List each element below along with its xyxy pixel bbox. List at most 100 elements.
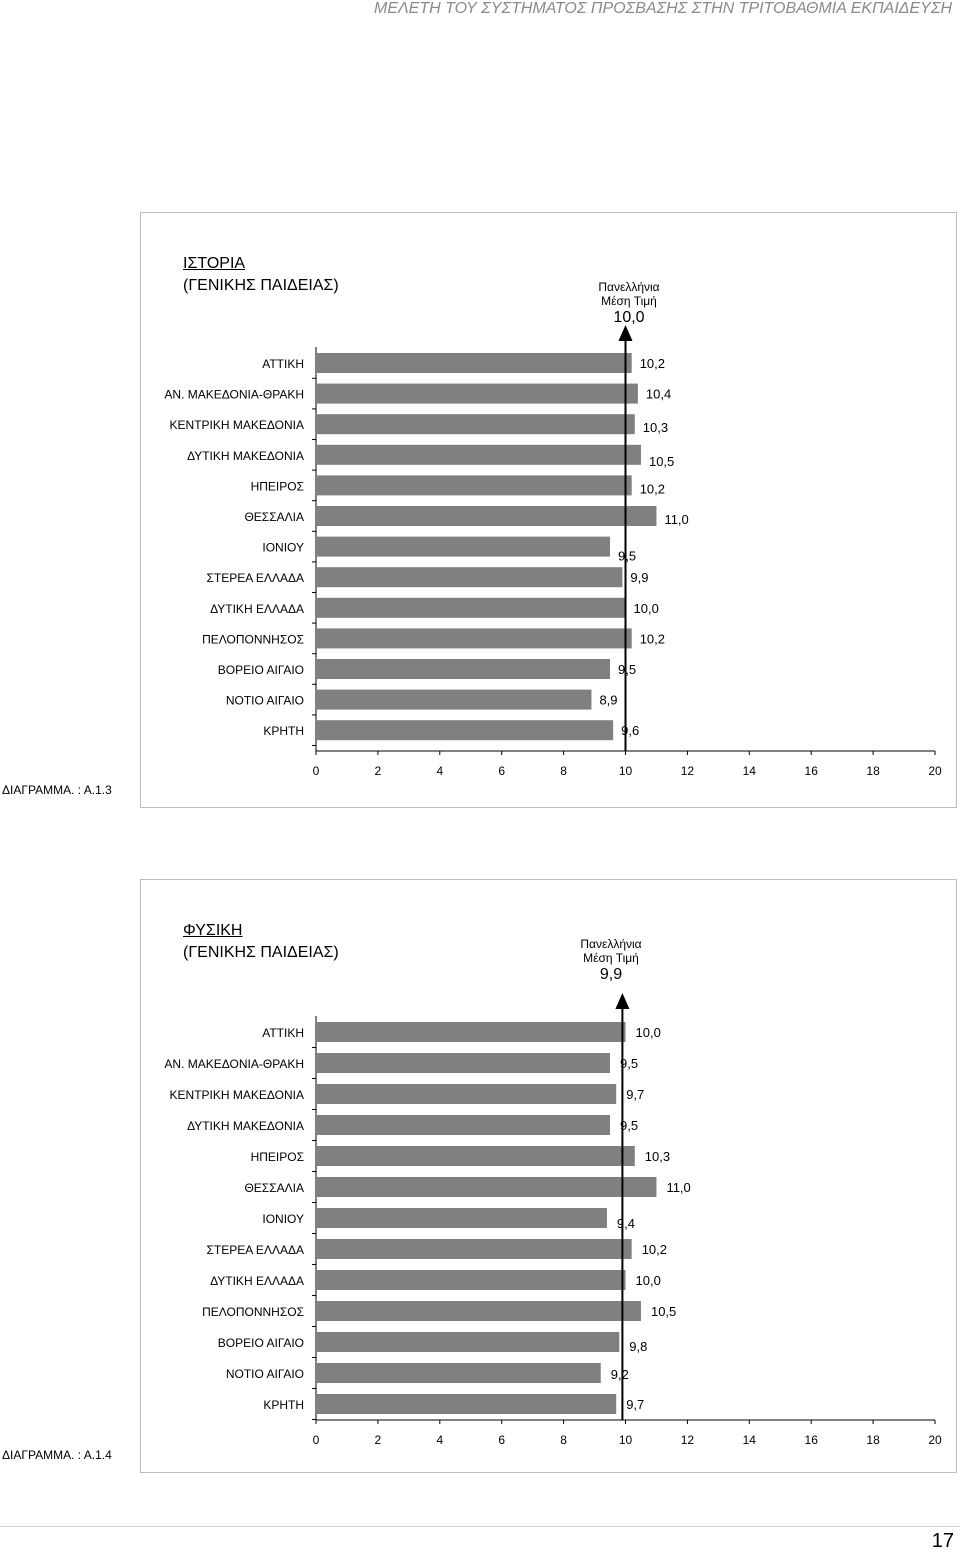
data-label: 9,5 bbox=[618, 662, 636, 677]
bar bbox=[316, 1177, 657, 1197]
average-value: 10,0 bbox=[613, 309, 645, 326]
x-tick-label: 10 bbox=[619, 1433, 633, 1447]
category-label: ΔΥΤΙΚΗ ΕΛΛΑΔΑ bbox=[210, 602, 304, 616]
bar bbox=[316, 475, 632, 496]
data-label: 10,0 bbox=[636, 1273, 661, 1288]
category-label: ΔΥΤΙΚΗ ΜΑΚΕΔΟΝΙΑ bbox=[187, 449, 304, 463]
x-tick-label: 12 bbox=[681, 764, 695, 778]
average-label-line1: Πανελλήνια bbox=[598, 280, 660, 294]
data-label: 9,5 bbox=[620, 1056, 638, 1071]
bar bbox=[316, 1270, 626, 1290]
category-label: ΙΟΝΙΟΥ bbox=[262, 1212, 304, 1226]
bar bbox=[316, 1022, 626, 1042]
diagram-caption: ΔΙΑΓΡΑΜΜΑ. : Α.1.4 bbox=[2, 1448, 112, 1462]
average-value: 9,9 bbox=[599, 966, 623, 983]
chart-subtitle: (ΓΕΝΙΚΗΣ ΠΑΙΔΕΙΑΣ) bbox=[183, 277, 339, 294]
data-label: 8,9 bbox=[599, 693, 617, 708]
data-label: 9,9 bbox=[630, 570, 648, 585]
data-label: 9,5 bbox=[618, 549, 636, 564]
category-label: ΑΤΤΙΚΗ bbox=[262, 1026, 304, 1040]
data-label: 9,7 bbox=[626, 1087, 644, 1102]
category-label: ΑΝ. ΜΑΚΕΔΟΝΙΑ-ΘΡΑΚΗ bbox=[164, 1057, 304, 1071]
bar bbox=[316, 444, 641, 465]
x-tick-label: 2 bbox=[375, 764, 382, 778]
bar bbox=[316, 1115, 611, 1135]
chart-title: ΙΣΤΟΡΙΑ bbox=[183, 255, 246, 272]
data-label: 10,3 bbox=[645, 1149, 670, 1164]
bar bbox=[316, 1053, 611, 1073]
bar bbox=[316, 1084, 617, 1104]
x-tick-label: 14 bbox=[743, 1433, 757, 1447]
diagram-caption: ΔΙΑΓΡΑΜΜΑ. : Α.1.3 bbox=[2, 783, 112, 797]
chart-title-block: ΦΥΣΙΚΗ (ΓΕΝΙΚΗΣ ΠΑΙΔΕΙΑΣ) bbox=[183, 920, 339, 964]
x-tick-label: 0 bbox=[313, 1433, 320, 1447]
x-tick-label: 16 bbox=[805, 1433, 819, 1447]
data-label: 10,0 bbox=[636, 1025, 661, 1040]
data-label: 9,5 bbox=[620, 1118, 638, 1133]
data-label: 9,4 bbox=[617, 1216, 635, 1231]
data-label: 10,2 bbox=[640, 481, 665, 496]
x-tick-label: 2 bbox=[375, 1433, 382, 1447]
category-label: ΣΤΕΡΕΑ ΕΛΛΑΔΑ bbox=[207, 571, 305, 585]
average-label-line1: Πανελλήνια bbox=[580, 937, 642, 951]
category-label: ΚΕΝΤΡΙΚΗ ΜΑΚΕΔΟΝΙΑ bbox=[170, 1088, 304, 1102]
bar bbox=[316, 628, 632, 649]
data-label: 10,3 bbox=[643, 420, 668, 435]
x-tick-label: 18 bbox=[866, 764, 880, 778]
category-label: ΠΕΛΟΠΟΝΝΗΣΟΣ bbox=[202, 632, 304, 646]
data-label: 9,8 bbox=[629, 1339, 647, 1354]
data-label: 10,2 bbox=[640, 356, 665, 371]
category-label: ΘΕΣΣΑΛΙΑ bbox=[244, 1181, 304, 1195]
category-label: ΝΟΤΙΟ ΑΙΓΑΙΟ bbox=[226, 694, 304, 708]
data-label: 9,2 bbox=[611, 1367, 629, 1382]
x-tick-label: 14 bbox=[743, 764, 757, 778]
bar bbox=[316, 1363, 601, 1383]
bar-chart-history: 0 2 4 6 8 10 12 14 16 18 20 ΑΤΤΙΚΗ 10,2 ΑΝ. ΜΑΚΕΔΟΝΙΑ… bbox=[164, 325, 942, 778]
chart-subtitle: (ΓΕΝΙΚΗΣ ΠΑΙΔΕΙΑΣ) bbox=[183, 944, 339, 961]
x-tick-label: 10 bbox=[619, 764, 633, 778]
data-label: 10,2 bbox=[642, 1242, 667, 1257]
bar-chart-physics: 0 2 4 6 8 10 12 14 16 18 20 ΑΤΤΙΚΗ 10,0 ΑΝ. ΜΑΚΕΔΟΝΙΑ… bbox=[164, 993, 942, 1447]
x-tick-label: 0 bbox=[313, 764, 320, 778]
category-label: ΘΕΣΣΑΛΙΑ bbox=[244, 510, 304, 524]
category-label: ΙΟΝΙΟΥ bbox=[262, 541, 304, 555]
bar bbox=[316, 689, 592, 710]
x-tick-label: 20 bbox=[928, 1433, 942, 1447]
category-label: ΗΠΕΙΡΟΣ bbox=[251, 479, 304, 493]
x-tick-label: 6 bbox=[498, 1433, 505, 1447]
category-label: ΔΥΤΙΚΗ ΕΛΛΑΔΑ bbox=[210, 1274, 304, 1288]
category-label: ΝΟΤΙΟ ΑΙΓΑΙΟ bbox=[226, 1367, 304, 1381]
bar bbox=[316, 659, 611, 679]
x-tick-label: 20 bbox=[928, 764, 942, 778]
bar bbox=[316, 383, 638, 404]
category-label: ΚΕΝΤΡΙΚΗ ΜΑΚΕΔΟΝΙΑ bbox=[170, 418, 304, 432]
bar bbox=[316, 414, 635, 435]
bar bbox=[316, 1208, 607, 1228]
chart-title: ΦΥΣΙΚΗ bbox=[183, 922, 243, 939]
bar bbox=[316, 1394, 617, 1414]
data-label: 10,2 bbox=[640, 631, 665, 646]
data-label: 11,0 bbox=[666, 1180, 690, 1195]
category-label: ΗΠΕΙΡΟΣ bbox=[251, 1150, 304, 1164]
footer-rule bbox=[0, 1526, 960, 1527]
data-label: 10,5 bbox=[649, 454, 674, 469]
average-label: Πανελλήνια Μέση Τιμή 9,9 bbox=[531, 937, 691, 985]
bar bbox=[316, 506, 657, 526]
bar bbox=[316, 597, 626, 618]
bar bbox=[316, 567, 623, 588]
category-label: ΠΕΛΟΠΟΝΝΗΣΟΣ bbox=[202, 1305, 304, 1319]
bar bbox=[316, 353, 632, 373]
average-label: Πανελλήνια Μέση Τιμή 10,0 bbox=[549, 280, 709, 328]
category-label: ΚΡΗΤΗ bbox=[263, 724, 304, 738]
x-tick-label: 18 bbox=[866, 1433, 880, 1447]
bar bbox=[316, 1146, 635, 1166]
data-label: 11,0 bbox=[664, 512, 688, 527]
x-tick-label: 6 bbox=[498, 764, 505, 778]
average-arrow-icon bbox=[615, 993, 630, 1009]
category-label: ΒΟΡΕΙΟ ΑΙΓΑΙΟ bbox=[218, 663, 304, 677]
bar bbox=[316, 1239, 632, 1259]
average-label-line2: Μέση Τιμή bbox=[583, 951, 639, 965]
category-label: ΑΤΤΙΚΗ bbox=[262, 357, 304, 371]
x-tick-label: 12 bbox=[681, 1433, 695, 1447]
bar bbox=[316, 1301, 641, 1321]
